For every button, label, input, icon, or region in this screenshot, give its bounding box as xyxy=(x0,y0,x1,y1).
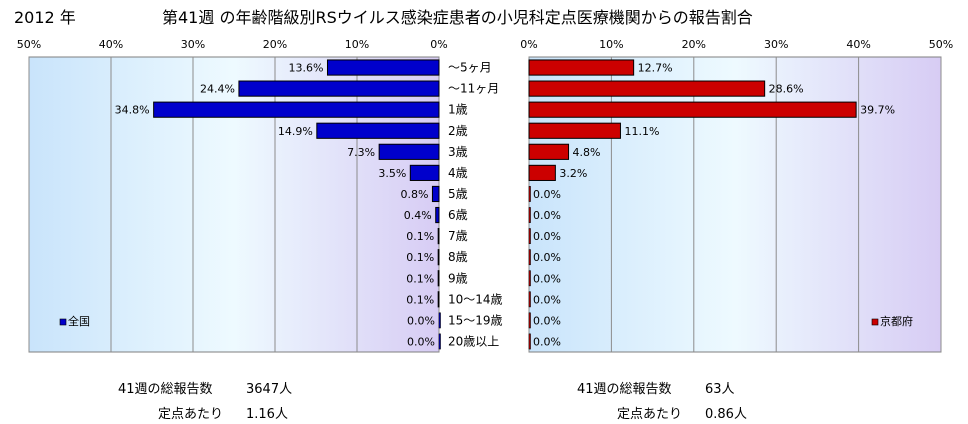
national-data-label: 0.0% xyxy=(407,335,435,348)
category-label: 4歳 xyxy=(448,166,468,180)
kyoto-data-label: 28.6% xyxy=(769,83,804,96)
national-bar xyxy=(326,59,440,76)
kyoto-x-tick-label: 0% xyxy=(520,38,537,51)
national-bar xyxy=(378,143,440,160)
kyoto-bar xyxy=(528,270,531,287)
national-data-label: 0.4% xyxy=(404,209,432,222)
kyoto-bar xyxy=(528,186,531,202)
category-label: ～11ヶ月 xyxy=(448,82,499,96)
national-x-tick-label: 50% xyxy=(17,38,41,51)
kyoto-x-tick-label: 40% xyxy=(846,38,870,51)
kyoto-bar xyxy=(528,101,857,118)
kyoto-data-label: 0.0% xyxy=(533,188,561,201)
national-reports-label: 41週の総報告数 xyxy=(118,382,213,397)
national-x-tick-label: 10% xyxy=(345,38,369,51)
category-label: 10～14歳 xyxy=(448,292,503,306)
national-data-label: 0.1% xyxy=(406,272,434,285)
category-label: 8歳 xyxy=(448,250,468,264)
national-bar xyxy=(316,122,440,139)
national-bar xyxy=(238,80,440,97)
kyoto-bar xyxy=(528,207,531,223)
kyoto-data-label: 0.0% xyxy=(533,230,561,243)
kyoto-bar xyxy=(528,333,531,350)
national-bar xyxy=(437,228,440,245)
kyoto-data-label: 0.0% xyxy=(533,335,561,348)
national-reports-value: 3647人 xyxy=(246,382,293,397)
kyoto-reports-label: 41週の総報告数 xyxy=(577,382,672,397)
kyoto-data-label: 0.0% xyxy=(533,209,561,222)
kyoto-bar xyxy=(528,249,531,266)
kyoto-data-label: 39.7% xyxy=(860,104,895,117)
national-bar xyxy=(437,270,440,287)
kyoto-plot-area xyxy=(528,56,942,353)
national-x-tick-label: 30% xyxy=(181,38,205,51)
national-data-label: 3.5% xyxy=(378,167,406,180)
national-data-label: 14.9% xyxy=(278,125,313,138)
kyoto-reports-value: 63人 xyxy=(705,382,735,397)
category-label: 2歳 xyxy=(448,124,468,138)
national-x-tick-label: 40% xyxy=(99,38,123,51)
national-bar xyxy=(435,206,440,224)
national-bar xyxy=(409,164,440,181)
national-bar xyxy=(437,291,440,308)
national-x-tick-label: 0% xyxy=(430,38,447,51)
kyoto-per-site-value: 0.86人 xyxy=(705,407,747,422)
year-label: 2012 年 xyxy=(14,8,76,27)
national-bar xyxy=(437,249,440,266)
category-label: 6歳 xyxy=(448,208,468,222)
kyoto-per-site-label: 定点あたり xyxy=(617,407,683,422)
category-label: ～5ヶ月 xyxy=(448,61,492,75)
kyoto-legend-label: 京都府 xyxy=(880,314,913,328)
kyoto-bar xyxy=(528,80,766,97)
kyoto-x-tick-label: 30% xyxy=(764,38,788,51)
kyoto-data-label: 4.8% xyxy=(573,146,601,159)
national-data-label: 13.6% xyxy=(289,62,324,75)
kyoto-data-label: 11.1% xyxy=(624,125,659,138)
national-bar xyxy=(431,185,440,203)
kyoto-bar xyxy=(528,59,635,76)
category-label: 15～19歳 xyxy=(448,313,503,327)
kyoto-legend-swatch xyxy=(871,318,879,326)
category-label: 20歳以上 xyxy=(448,334,499,348)
kyoto-x-tick-label: 20% xyxy=(682,38,706,51)
kyoto-data-label: 0.0% xyxy=(533,293,561,306)
kyoto-bar xyxy=(528,122,621,139)
kyoto-bar xyxy=(528,143,570,160)
category-label: 9歳 xyxy=(448,271,468,285)
national-data-label: 0.0% xyxy=(407,314,435,327)
national-bar xyxy=(438,333,441,350)
national-bar xyxy=(438,312,441,329)
kyoto-x-tick-label: 10% xyxy=(599,38,623,51)
category-label: 3歳 xyxy=(448,145,468,159)
category-label: 5歳 xyxy=(448,187,468,201)
national-x-tick-label: 20% xyxy=(263,38,287,51)
kyoto-bar xyxy=(528,164,556,181)
chart-title: 第41週 の年齢階級別RSウイルス感染症患者の小児科定点医療機関からの報告割合 xyxy=(162,8,753,27)
national-data-label: 0.1% xyxy=(406,230,434,243)
national-legend-swatch xyxy=(59,318,67,326)
national-data-label: 7.3% xyxy=(347,146,375,159)
kyoto-x-tick-label: 50% xyxy=(929,38,953,51)
kyoto-data-label: 0.0% xyxy=(533,314,561,327)
category-label: 1歳 xyxy=(448,103,468,117)
kyoto-data-label: 0.0% xyxy=(533,272,561,285)
national-per-site-value: 1.16人 xyxy=(246,407,288,422)
kyoto-bar xyxy=(528,291,531,308)
national-data-label: 0.1% xyxy=(406,251,434,264)
kyoto-data-label: 3.2% xyxy=(559,167,587,180)
national-data-label: 34.8% xyxy=(115,104,150,117)
category-label: 7歳 xyxy=(448,229,468,243)
national-per-site-label: 定点あたり xyxy=(158,407,224,422)
national-legend-label: 全国 xyxy=(68,314,90,328)
national-data-label: 0.8% xyxy=(400,188,428,201)
national-data-label: 0.1% xyxy=(406,293,434,306)
kyoto-data-label: 0.0% xyxy=(533,251,561,264)
kyoto-data-label: 12.7% xyxy=(638,62,673,75)
national-plot-area xyxy=(28,56,440,353)
national-data-label: 24.4% xyxy=(200,83,235,96)
kyoto-bar xyxy=(528,228,531,244)
kyoto-bar xyxy=(528,312,531,329)
national-bar xyxy=(153,101,440,118)
